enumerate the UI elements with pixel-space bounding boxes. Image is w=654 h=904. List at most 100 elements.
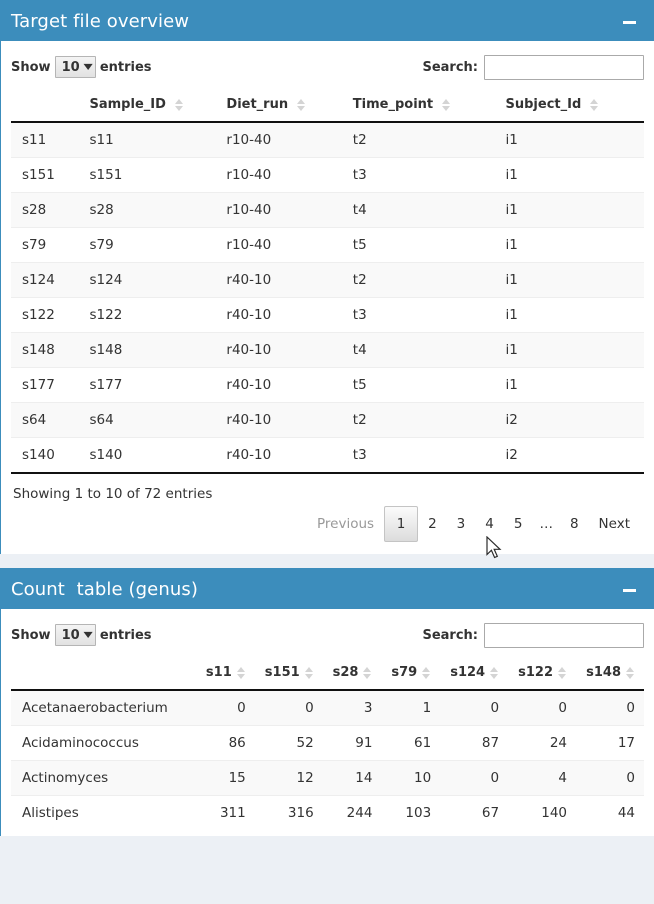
column-header-s28[interactable]: s28 <box>322 657 382 691</box>
column-header-diet-run[interactable]: Diet_run <box>217 89 344 123</box>
pagination-page-8[interactable]: 8 <box>569 516 579 532</box>
page-length-select[interactable]: 10 ▼ <box>54 56 96 78</box>
sort-both-icon <box>174 98 184 112</box>
table-row[interactable]: s79 s79 r10-40 t5 i1 <box>11 227 644 263</box>
table-cell: s11 <box>11 122 81 158</box>
table-cell: i2 <box>496 402 644 438</box>
sort-both-icon <box>304 666 314 680</box>
table-cell: s151 <box>11 157 81 193</box>
table-cell: r40-10 <box>217 262 344 298</box>
pagination-page-1[interactable]: 1 <box>384 506 419 542</box>
table-cell: 14 <box>322 760 382 796</box>
table-cell: i1 <box>496 227 644 263</box>
table-cell: t3 <box>343 297 497 333</box>
table-cell: t4 <box>343 192 497 228</box>
table-cell: s140 <box>80 437 218 472</box>
table-row[interactable]: s64 s64 r40-10 t2 i2 <box>11 402 644 438</box>
table-cell: t4 <box>343 332 497 368</box>
column-label: Time_point <box>352 97 434 112</box>
page-title: Count table (genus) <box>11 579 198 600</box>
column-header-s122[interactable]: s122 <box>508 657 577 691</box>
column-label: s28 <box>332 665 359 680</box>
table-cell: 87 <box>440 725 509 761</box>
table-row[interactable]: s122 s122 r40-10 t3 i1 <box>11 297 644 333</box>
table-cell: s124 <box>80 262 218 298</box>
table-cell: t2 <box>343 402 497 438</box>
table-cell: i1 <box>496 192 644 228</box>
show-label: Show <box>11 59 51 75</box>
table-row[interactable]: s11 s11 r10-40 t2 i1 <box>11 122 644 158</box>
table-row[interactable]: Acidaminococcus 86 52 91 61 87 24 17 <box>11 725 644 761</box>
table-cell: s151 <box>80 157 218 193</box>
entries-label: entries <box>99 627 152 643</box>
table-row[interactable]: Acetanaerobacterium 0 0 3 1 0 0 0 <box>11 690 644 726</box>
page-length-control: Show 10 ▼ entries <box>11 624 152 646</box>
table-cell: r10-40 <box>217 227 344 263</box>
search-input[interactable] <box>484 54 644 80</box>
table-cell: i1 <box>496 367 644 403</box>
table-cell: 311 <box>196 795 255 830</box>
table-cell-rowname: Alistipes <box>11 795 196 830</box>
table-cell: 12 <box>254 760 323 796</box>
column-header-time-point[interactable]: Time_point <box>343 89 497 123</box>
table-row[interactable]: s124 s124 r40-10 t2 i1 <box>11 262 644 298</box>
table-cell: s11 <box>80 122 218 158</box>
caret-down-icon: ▼ <box>83 62 93 71</box>
column-header-s124[interactable]: s124 <box>440 657 509 691</box>
table-cell: 244 <box>322 795 382 830</box>
table-row[interactable]: s28 s28 r10-40 t4 i1 <box>11 192 644 228</box>
table-cell: i2 <box>496 437 644 472</box>
table-row[interactable]: s177 s177 r40-10 t5 i1 <box>11 367 644 403</box>
count-table: s11 s151 s28 s79 s124 s122 s148 Acetanaerobact… <box>11 657 644 830</box>
column-header-s79[interactable]: s79 <box>381 657 441 691</box>
page-length-select[interactable]: 10 ▼ <box>54 624 96 646</box>
table-row[interactable]: s151 s151 r10-40 t3 i1 <box>11 157 644 193</box>
search-input[interactable] <box>484 622 644 648</box>
column-header-s148[interactable]: s148 <box>576 657 644 691</box>
sort-both-icon <box>626 666 635 680</box>
column-label: s148 <box>586 665 621 680</box>
table-row[interactable]: s140 s140 r40-10 t3 i2 <box>11 437 644 472</box>
panel-body: Show 10 ▼ entries Search: <box>1 41 654 554</box>
table-cell: 52 <box>254 725 323 761</box>
datatable-controls: Show 10 ▼ entries Search: <box>11 51 644 83</box>
show-label: Show <box>11 627 51 643</box>
search-filter: Search: <box>422 622 644 648</box>
table-cell: 0 <box>196 690 255 726</box>
sort-both-icon <box>490 666 499 680</box>
pagination-page-2[interactable]: 2 <box>428 516 437 532</box>
table-cell: r40-10 <box>217 332 344 368</box>
table-row[interactable]: Actinomyces 15 12 14 10 0 4 0 <box>11 760 644 796</box>
table-cell: t5 <box>343 367 497 403</box>
pagination-page-3[interactable]: 3 <box>456 516 466 532</box>
pagination-page-4[interactable]: 4 <box>485 516 494 532</box>
table-cell: 44 <box>576 795 644 830</box>
table-cell: t2 <box>343 262 497 298</box>
column-header-s151[interactable]: s151 <box>254 657 323 691</box>
pagination: Previous 1 2 3 4 5 … 8 Next <box>307 506 644 542</box>
table-cell: 103 <box>381 795 441 830</box>
column-label: s79 <box>391 665 418 680</box>
table-cell: i1 <box>496 332 644 368</box>
table-cell: r10-40 <box>217 192 344 228</box>
minus-icon[interactable] <box>618 11 640 33</box>
column-label: s122 <box>518 665 554 680</box>
search-label: Search: <box>422 59 478 75</box>
minus-icon[interactable] <box>618 579 640 601</box>
column-header-subject-id[interactable]: Subject_Id <box>496 89 644 123</box>
table-head: s11 s151 s28 s79 s124 s122 s148 <box>11 657 644 691</box>
table-cell: 10 <box>381 760 441 796</box>
table-row[interactable]: s148 s148 r40-10 t4 i1 <box>11 332 644 368</box>
table-cell: t2 <box>343 122 497 158</box>
pagination-page-5[interactable]: 5 <box>513 516 523 532</box>
sort-both-icon <box>558 666 567 680</box>
column-header-sample-id[interactable]: Sample_ID <box>80 89 218 123</box>
table-header-row: s11 s151 s28 s79 s124 s122 s148 <box>11 657 644 691</box>
sort-both-icon <box>590 98 599 112</box>
table-row[interactable]: Alistipes 311 316 244 103 67 140 44 <box>11 795 644 830</box>
sort-both-icon <box>236 666 246 680</box>
target-file-table: Sample_ID Diet_run Tim <box>11 89 644 472</box>
column-header-s11[interactable]: s11 <box>196 657 255 691</box>
pagination-next[interactable]: Next <box>598 516 630 532</box>
table-cell-rowname: Actinomyces <box>11 760 196 796</box>
